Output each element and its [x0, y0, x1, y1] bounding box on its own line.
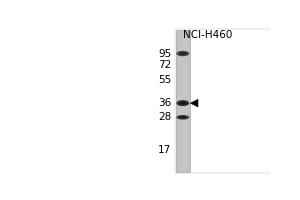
- Text: 17: 17: [158, 145, 171, 155]
- Ellipse shape: [176, 100, 189, 106]
- Ellipse shape: [179, 102, 186, 104]
- Text: 95: 95: [158, 49, 171, 59]
- Text: NCI-H460: NCI-H460: [182, 30, 232, 40]
- Bar: [187, 30, 188, 172]
- Bar: [177, 30, 178, 172]
- Bar: [176, 30, 177, 172]
- Text: 72: 72: [158, 60, 171, 70]
- Ellipse shape: [179, 52, 186, 55]
- Text: 36: 36: [158, 98, 171, 108]
- Ellipse shape: [176, 115, 189, 120]
- Ellipse shape: [176, 51, 189, 56]
- Bar: [175, 29, 272, 173]
- Bar: [188, 30, 189, 172]
- Ellipse shape: [179, 116, 186, 118]
- Text: 28: 28: [158, 112, 171, 122]
- Text: 55: 55: [158, 75, 171, 85]
- Bar: [176, 30, 190, 172]
- Polygon shape: [190, 99, 198, 107]
- Bar: [178, 30, 179, 172]
- Bar: [189, 30, 190, 172]
